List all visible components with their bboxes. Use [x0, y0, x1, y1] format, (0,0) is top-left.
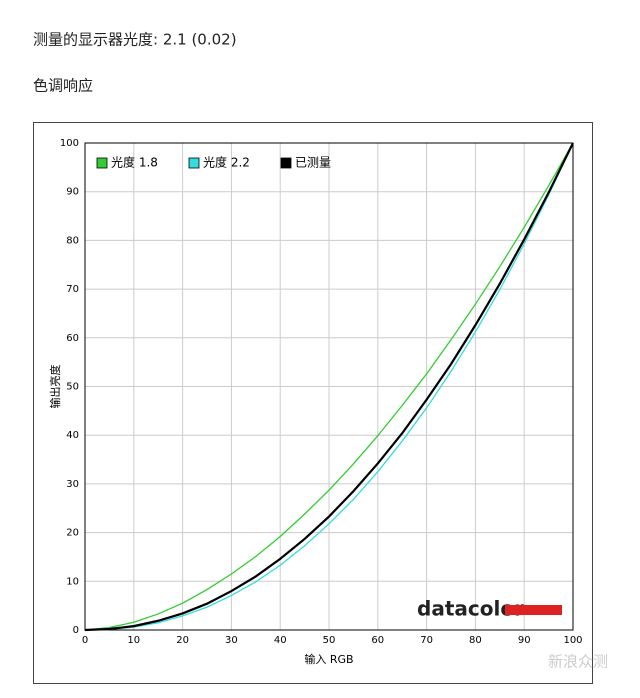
x-axis-label: 输入 RGB	[304, 652, 353, 666]
y-tick-label: 10	[66, 576, 79, 587]
section-title: 色调响应	[33, 77, 93, 95]
x-tick-label: 20	[176, 635, 189, 646]
y-axis-label: 输出亮度	[48, 365, 62, 409]
x-tick-label: 90	[518, 635, 531, 646]
watermark: 新浪众测	[548, 653, 608, 671]
legend-label: 光度 1.8	[111, 155, 158, 170]
x-tick-label: 70	[420, 635, 433, 646]
x-tick-label: 10	[127, 635, 140, 646]
x-tick-label: 60	[371, 635, 384, 646]
x-tick-label: 100	[563, 635, 582, 646]
series-line	[84, 142, 574, 631]
chart: 0 10 20 30 40 50 60 70 80 90 100 0 10 20 30 40 50 60 70 80 9…	[48, 138, 583, 666]
legend-label: 光度 2.2	[203, 155, 250, 170]
plot-border	[84, 142, 574, 631]
y-tick-label: 20	[66, 528, 79, 539]
x-tick-label: 80	[469, 635, 482, 646]
series-line	[84, 142, 574, 631]
y-tick-label: 70	[66, 284, 79, 295]
series-line	[84, 142, 574, 632]
x-tick-label: 40	[274, 635, 287, 646]
y-tick-label: 100	[60, 138, 79, 149]
y-tick-label: 60	[66, 333, 79, 344]
x-tick-label: 50	[323, 635, 336, 646]
y-tick-label: 80	[66, 235, 79, 246]
logo-bar	[505, 605, 562, 615]
legend-swatch	[96, 157, 108, 169]
heading: 测量的显示器光度: 2.1 (0.02)	[33, 31, 237, 49]
y-tick-label: 30	[66, 479, 79, 490]
x-tick-label: 0	[82, 635, 88, 646]
x-tick-label: 30	[225, 635, 238, 646]
y-tick-label: 50	[66, 382, 79, 393]
y-tick-label: 0	[73, 625, 79, 636]
legend-swatch	[188, 157, 200, 169]
legend-label: 已测量	[295, 156, 331, 170]
legend-swatch	[280, 157, 292, 169]
y-tick-label: 90	[66, 187, 79, 198]
y-tick-label: 40	[66, 430, 79, 441]
